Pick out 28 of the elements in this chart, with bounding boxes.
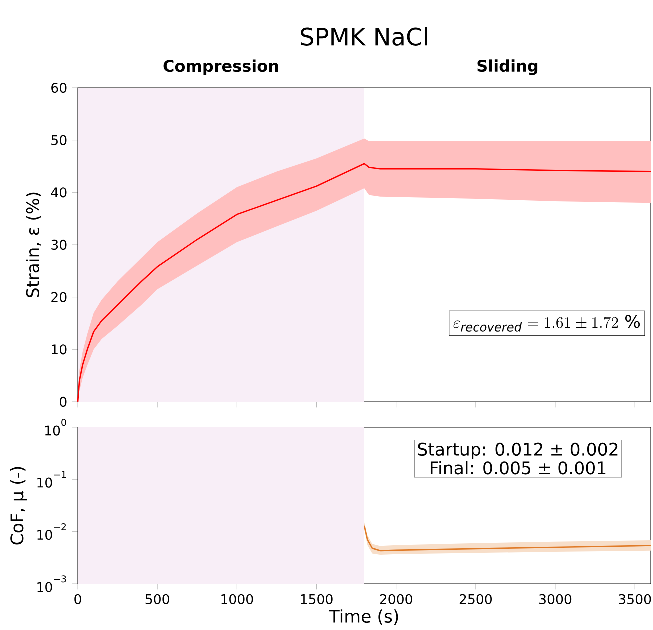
y-tick-label: 10−2 xyxy=(38,524,66,540)
x-tick-label: 3000 xyxy=(540,594,572,604)
x-tick-label: 0 xyxy=(74,594,82,604)
annotation: $\varepsilon_{\mathit{recovered}} = 1.61 \pm 1.72\ \%$ xyxy=(454,315,640,332)
text: Sliding xyxy=(478,60,538,76)
y-tick-label: 60 xyxy=(52,82,67,94)
x-axis-title: Time (s) xyxy=(329,610,398,626)
x-tick-label: 2000 xyxy=(380,594,412,604)
y-tick-label: 40 xyxy=(51,188,67,198)
y-tick-label: 30 xyxy=(52,240,67,250)
y-tick-label: 0 xyxy=(60,396,67,408)
y-axis-title: CoF, μ (-) xyxy=(10,467,28,545)
x-tick-label: 3500 xyxy=(619,594,652,604)
annotation: Final: 0.005 ± 0.001 xyxy=(430,461,606,475)
chart-title: SPMK NaCl xyxy=(301,27,428,46)
x-tick-label: 1000 xyxy=(222,594,254,604)
x-tick-label: 1500 xyxy=(301,594,333,604)
band-label: Compression xyxy=(164,60,278,76)
y-tick-label: 10 xyxy=(52,344,67,355)
x-tick-label: 2500 xyxy=(460,594,492,604)
y-tick-label: 10−1 xyxy=(38,471,66,488)
y-tick-label: 20 xyxy=(52,292,67,302)
y-tick-label: 100 xyxy=(45,419,66,436)
x-tick-label: 500 xyxy=(146,594,170,604)
y-tick-label: 50 xyxy=(52,135,67,146)
y-axis-title: Strain, ε (%) xyxy=(26,192,42,298)
y-tick-label: 10−3 xyxy=(38,576,66,592)
annotation: Startup: 0.012 ± 0.002 xyxy=(418,442,618,460)
